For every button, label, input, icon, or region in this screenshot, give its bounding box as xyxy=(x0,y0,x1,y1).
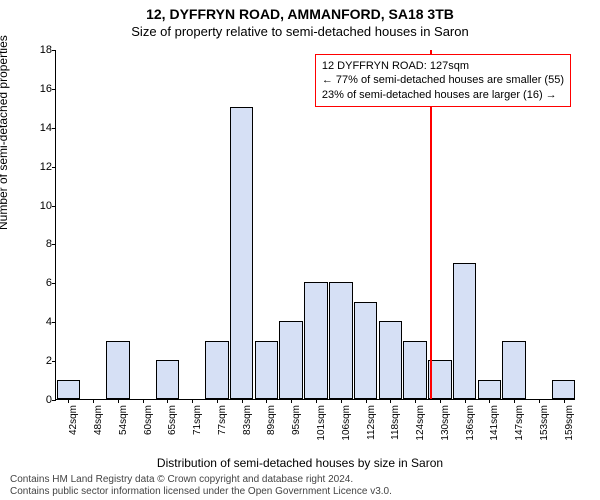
y-tick-label: 10 xyxy=(22,200,56,212)
y-tick-mark xyxy=(52,322,56,323)
x-tick-label: 124sqm xyxy=(415,405,426,441)
x-tick-label: 136sqm xyxy=(465,405,476,441)
x-tick-label: 101sqm xyxy=(316,405,327,441)
histogram-bar xyxy=(57,380,81,399)
x-tick-label: 89sqm xyxy=(266,405,277,435)
y-tick-label: 8 xyxy=(22,238,56,250)
histogram-bar xyxy=(255,341,279,399)
annotation-line: 12 DYFFRYN ROAD: 127sqm xyxy=(322,59,564,73)
y-tick-label: 12 xyxy=(22,161,56,173)
x-tick-mark xyxy=(564,399,565,403)
x-tick-mark xyxy=(118,399,119,403)
y-tick-label: 18 xyxy=(22,44,56,56)
x-tick-mark xyxy=(390,399,391,403)
x-tick-label: 54sqm xyxy=(118,405,129,435)
histogram-bar xyxy=(354,302,378,399)
x-tick-mark xyxy=(192,399,193,403)
y-tick-mark xyxy=(52,89,56,90)
histogram-bar xyxy=(403,341,427,399)
histogram-bar xyxy=(230,107,254,399)
histogram-bar xyxy=(205,341,229,399)
attribution-text: Contains HM Land Registry data © Crown c… xyxy=(10,474,590,498)
chart-container: 12, DYFFRYN ROAD, AMMANFORD, SA18 3TB Si… xyxy=(0,0,600,500)
x-tick-label: 118sqm xyxy=(390,405,401,440)
x-tick-label: 65sqm xyxy=(167,405,178,435)
x-tick-mark xyxy=(465,399,466,403)
title-secondary: Size of property relative to semi-detach… xyxy=(0,24,600,39)
y-tick-mark xyxy=(52,206,56,207)
x-tick-mark xyxy=(217,399,218,403)
y-tick-mark xyxy=(52,244,56,245)
x-tick-mark xyxy=(68,399,69,403)
x-tick-label: 60sqm xyxy=(143,405,154,435)
y-tick-mark xyxy=(52,361,56,362)
x-tick-mark xyxy=(291,399,292,403)
y-tick-label: 14 xyxy=(22,122,56,134)
histogram-bar xyxy=(329,282,353,399)
x-tick-mark xyxy=(242,399,243,403)
x-tick-mark xyxy=(514,399,515,403)
x-tick-mark xyxy=(440,399,441,403)
x-tick-mark xyxy=(539,399,540,403)
x-tick-label: 106sqm xyxy=(341,405,352,441)
x-tick-label: 77sqm xyxy=(217,405,228,435)
histogram-bar xyxy=(478,380,502,399)
x-tick-label: 130sqm xyxy=(440,405,451,441)
histogram-bar xyxy=(552,380,576,399)
x-tick-label: 112sqm xyxy=(366,405,377,440)
annotation-line: ← 77% of semi-detached houses are smalle… xyxy=(322,73,564,87)
x-tick-label: 147sqm xyxy=(514,405,525,441)
histogram-bar xyxy=(304,282,328,399)
y-tick-mark xyxy=(52,400,56,401)
y-tick-label: 2 xyxy=(22,355,56,367)
y-tick-mark xyxy=(52,283,56,284)
x-tick-mark xyxy=(143,399,144,403)
histogram-bar xyxy=(453,263,477,399)
attribution-line1: Contains HM Land Registry data © Crown c… xyxy=(10,474,590,486)
x-tick-mark xyxy=(316,399,317,403)
y-tick-mark xyxy=(52,50,56,51)
x-tick-mark xyxy=(266,399,267,403)
x-tick-mark xyxy=(415,399,416,403)
y-tick-label: 0 xyxy=(22,394,56,406)
annotation-line: 23% of semi-detached houses are larger (… xyxy=(322,88,564,102)
plot-area: 12 DYFFRYN ROAD: 127sqm← 77% of semi-det… xyxy=(55,50,575,400)
x-tick-label: 42sqm xyxy=(68,405,79,435)
x-tick-mark xyxy=(341,399,342,403)
y-axis-label: Number of semi-detached properties xyxy=(0,35,10,230)
y-tick-label: 6 xyxy=(22,277,56,289)
histogram-bar xyxy=(106,341,130,399)
y-tick-mark xyxy=(52,128,56,129)
x-tick-mark xyxy=(366,399,367,403)
annotation-box: 12 DYFFRYN ROAD: 127sqm← 77% of semi-det… xyxy=(315,54,571,107)
title-primary: 12, DYFFRYN ROAD, AMMANFORD, SA18 3TB xyxy=(0,6,600,22)
x-tick-mark xyxy=(489,399,490,403)
histogram-bar xyxy=(379,321,403,399)
x-tick-label: 95sqm xyxy=(291,405,302,435)
histogram-bar xyxy=(502,341,526,399)
histogram-bar xyxy=(279,321,303,399)
x-tick-label: 141sqm xyxy=(489,405,500,441)
histogram-bar xyxy=(156,360,180,399)
x-tick-mark xyxy=(93,399,94,403)
y-tick-label: 16 xyxy=(22,83,56,95)
x-tick-label: 159sqm xyxy=(564,405,575,441)
x-tick-label: 83sqm xyxy=(242,405,253,435)
x-tick-label: 48sqm xyxy=(93,405,104,435)
y-tick-label: 4 xyxy=(22,316,56,328)
x-tick-mark xyxy=(167,399,168,403)
x-axis-label: Distribution of semi-detached houses by … xyxy=(0,456,600,470)
x-tick-label: 153sqm xyxy=(539,405,550,441)
y-tick-mark xyxy=(52,167,56,168)
attribution-line2: Contains public sector information licen… xyxy=(10,486,590,498)
x-tick-label: 71sqm xyxy=(192,405,203,435)
